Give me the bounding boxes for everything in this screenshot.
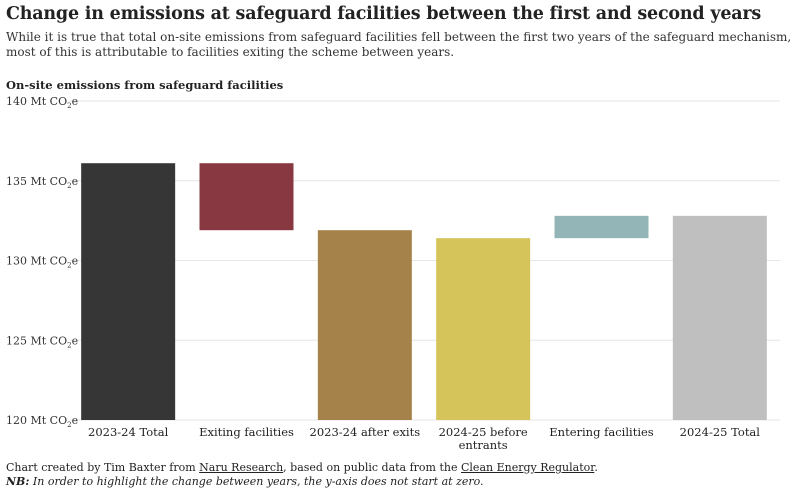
credit-prefix: Chart created by Tim Baxter from xyxy=(6,461,200,474)
x-label-exiting-facilities: Exiting facilities xyxy=(199,425,294,439)
bar-2023-24-total xyxy=(81,163,176,420)
credit-middle: , based on public data from the xyxy=(283,461,461,474)
y-tick-label-120: 120 Mt CO2e xyxy=(6,414,78,429)
nb-label: NB: xyxy=(6,475,30,488)
chart-subtitle: While it is true that total on-site emis… xyxy=(6,30,792,59)
bars xyxy=(81,163,767,420)
bar-2024-25-before-entrants xyxy=(436,238,531,420)
chart-title: Change in emissions at safeguard facilit… xyxy=(6,4,762,24)
chart-series-label: On-site emissions from safeguard facilit… xyxy=(6,78,284,92)
x-label-2024-25-before-entrants: 2024-25 before entrants xyxy=(439,425,528,452)
x-axis-labels: 2023-24 Total Exiting facilities 2023-24 a… xyxy=(88,425,760,452)
credit-line: Chart created by Tim Baxter from Naru Re… xyxy=(6,461,792,475)
x-label-2023-24-total: 2023-24 Total xyxy=(88,425,169,439)
nb-text: In order to highlight the change between… xyxy=(29,475,484,488)
bar-2024-25-total xyxy=(672,215,767,420)
x-label-entering-facilities: Entering facilities xyxy=(549,425,654,439)
y-tick-label-130: 130 Mt CO2e xyxy=(6,255,78,270)
bar-2023-24-after-exits xyxy=(317,230,412,420)
waterfall-chart: 120 Mt CO2e 125 Mt CO2e 130 Mt CO2e 135 Mt … xyxy=(6,95,780,452)
bar-entering-facilities xyxy=(554,215,649,239)
y-axis-ticks: 120 Mt CO2e 125 Mt CO2e 130 Mt CO2e 135 Mt … xyxy=(6,95,78,429)
chart-footer: Chart created by Tim Baxter from Naru Re… xyxy=(6,461,792,489)
nb-note: NB: In order to highlight the change bet… xyxy=(6,475,792,489)
clean-energy-regulator-link[interactable]: Clean Energy Regulator xyxy=(461,461,595,474)
x-label-2024-25-total: 2024-25 Total xyxy=(680,425,761,439)
gridlines xyxy=(70,100,780,421)
bar-exiting-facilities xyxy=(199,163,294,231)
y-tick-label-125: 125 Mt CO2e xyxy=(6,334,78,349)
credit-suffix: . xyxy=(594,461,598,474)
x-label-2023-24-after-exits: 2023-24 after exits xyxy=(310,425,421,439)
y-tick-label-135: 135 Mt CO2e xyxy=(6,175,78,190)
naru-research-link[interactable]: Naru Research xyxy=(199,461,284,474)
y-tick-label-140: 140 Mt CO2e xyxy=(6,95,78,110)
